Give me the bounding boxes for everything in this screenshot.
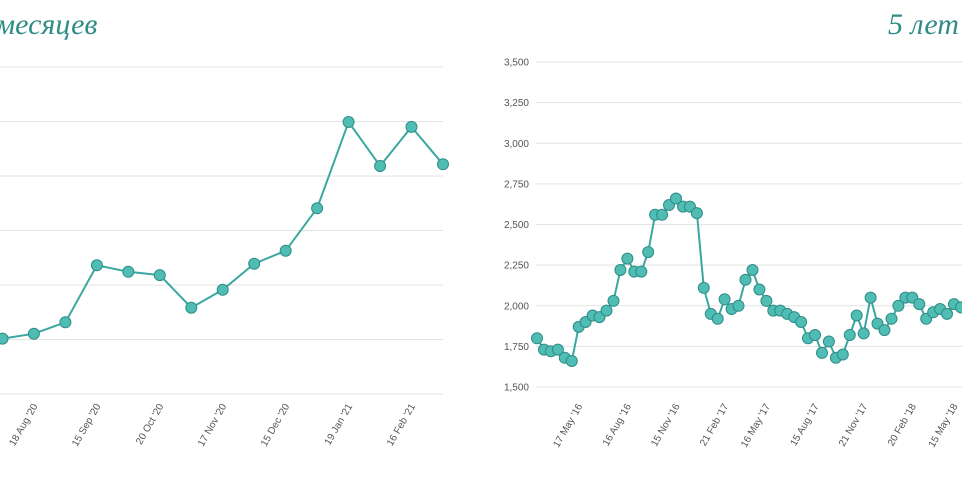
right-point-30 bbox=[739, 273, 752, 286]
right-x-tick-label: 16 Aug '16 bbox=[601, 402, 634, 449]
right-point-59 bbox=[941, 307, 953, 320]
right-y-tick-label: 1,500 bbox=[504, 383, 529, 394]
right-y-tick-label: 2,000 bbox=[504, 301, 529, 312]
chart-title-6-months: месяцев bbox=[0, 8, 98, 41]
right-point-12 bbox=[614, 264, 627, 276]
left-series-line bbox=[0, 119, 444, 341]
right-y-tick-label: 2,500 bbox=[504, 220, 529, 231]
right-point-24 bbox=[697, 281, 710, 294]
left-point-11 bbox=[311, 202, 324, 215]
right-point-33 bbox=[760, 294, 773, 307]
right-y-tick-label: 2,750 bbox=[504, 179, 529, 190]
right-y-tick-label: 3,500 bbox=[504, 58, 529, 69]
chart-5-years: 3,500 3,250 3,000 2,750 2,500 2,250 2,000 1,750… bbox=[504, 58, 962, 450]
right-point-55 bbox=[913, 298, 926, 311]
right-y-tick-label: 2,250 bbox=[504, 261, 529, 272]
right-point-29 bbox=[732, 299, 745, 312]
right-point-38 bbox=[795, 316, 808, 328]
right-y-tick-label: 3,250 bbox=[504, 98, 529, 109]
right-point-15 bbox=[635, 265, 648, 278]
right-point-41 bbox=[816, 346, 828, 359]
right-point-5 bbox=[565, 355, 578, 367]
right-x-tick-label: 15 Nov '16 bbox=[649, 402, 682, 449]
left-point-13 bbox=[374, 160, 387, 172]
right-point-0 bbox=[531, 332, 543, 345]
right-point-44 bbox=[836, 348, 849, 361]
right-x-tick-label: 16 May '17 bbox=[739, 402, 773, 450]
right-point-32 bbox=[753, 283, 766, 296]
right-point-61 bbox=[955, 301, 962, 314]
right-point-51 bbox=[885, 312, 898, 325]
right-point-47 bbox=[857, 327, 870, 340]
right-point-52 bbox=[892, 299, 905, 312]
right-point-48 bbox=[864, 291, 877, 304]
left-point-10 bbox=[279, 244, 292, 257]
right-y-tick-label: 1,750 bbox=[504, 342, 529, 353]
left-point-14 bbox=[405, 120, 418, 133]
right-x-tick-label: 21 Feb '17 bbox=[698, 402, 731, 449]
right-point-26 bbox=[711, 312, 724, 325]
left-x-tick-label: 17 Nov '20 bbox=[196, 402, 229, 449]
left-x-tick-label: 19 Jan '21 bbox=[323, 402, 356, 448]
left-point-3 bbox=[59, 316, 72, 329]
right-point-46 bbox=[850, 309, 863, 322]
right-point-45 bbox=[843, 329, 856, 341]
left-point-1 bbox=[0, 332, 9, 345]
left-point-12 bbox=[342, 116, 355, 128]
right-point-18 bbox=[656, 208, 669, 221]
right-y-tick-label: 3,000 bbox=[504, 139, 529, 150]
right-point-20 bbox=[670, 192, 682, 205]
left-point-9 bbox=[248, 257, 261, 270]
right-x-tick-label: 17 May '16 bbox=[551, 402, 585, 450]
left-point-5 bbox=[122, 265, 135, 278]
chart-title-5-years: 5 лет bbox=[888, 8, 959, 41]
left-point-7 bbox=[185, 301, 198, 314]
right-x-tick-label: 21 Nov '17 bbox=[837, 402, 870, 449]
right-point-10 bbox=[600, 304, 613, 317]
left-x-tick-label: 15 Dec '20 bbox=[259, 402, 292, 449]
right-x-tick-label: 15 May '18 bbox=[927, 402, 961, 450]
right-x-tick-label: 15 Aug '17 bbox=[789, 402, 822, 449]
chart-6-months: 18 Aug '20 15 Sep '20 20 Oct '20 17 Nov '20… bbox=[0, 66, 449, 449]
right-point-3 bbox=[551, 343, 564, 356]
left-point-2 bbox=[27, 327, 40, 340]
left-point-8 bbox=[216, 283, 229, 296]
left-point-15 bbox=[437, 158, 449, 171]
right-x-tick-label: 20 Feb '18 bbox=[886, 402, 919, 449]
right-point-31 bbox=[746, 264, 759, 276]
right-point-42 bbox=[822, 335, 835, 348]
left-x-tick-label: 16 Feb '21 bbox=[385, 402, 418, 449]
right-point-40 bbox=[809, 329, 821, 341]
right-point-27 bbox=[718, 293, 731, 306]
right-point-11 bbox=[607, 294, 620, 307]
left-point-4 bbox=[90, 259, 103, 272]
left-x-tick-label: 20 Oct '20 bbox=[134, 402, 166, 447]
left-x-tick-label: 18 Aug '20 bbox=[7, 402, 40, 449]
right-point-50 bbox=[878, 324, 891, 337]
right-point-13 bbox=[621, 252, 634, 265]
left-x-tick-label: 15 Sep '20 bbox=[70, 402, 103, 449]
right-point-16 bbox=[642, 246, 655, 259]
right-point-23 bbox=[690, 207, 703, 220]
left-point-6 bbox=[153, 269, 166, 282]
